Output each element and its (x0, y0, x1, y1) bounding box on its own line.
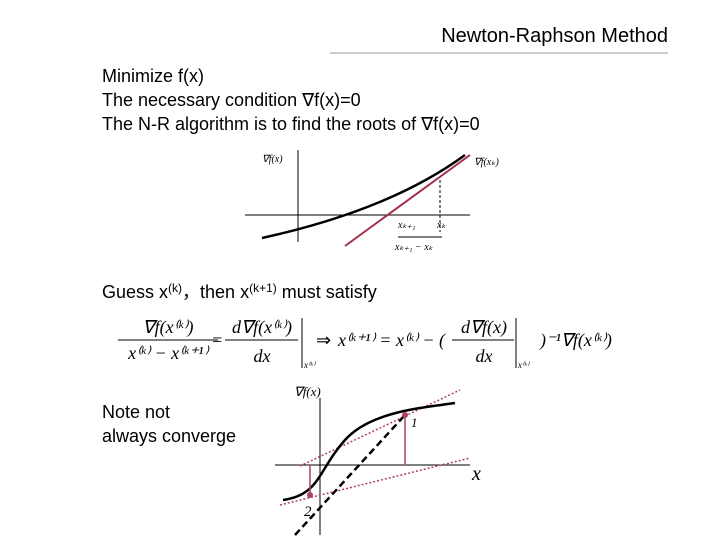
point-label: 1 (411, 415, 418, 430)
point (307, 492, 313, 498)
note: always converge (102, 426, 236, 446)
bullet: Minimize f(x) (102, 66, 204, 86)
diagram-1: ∇f(x) ∇f(xₖ) xₖ₊₁ xₖ xₖ₊₁ − xₖ (245, 150, 499, 253)
tangent (299, 389, 461, 467)
note: Note not (102, 402, 170, 422)
point-label: xₖ (436, 220, 446, 231)
tangent (344, 154, 471, 247)
denominator: dx (254, 346, 271, 366)
point (402, 412, 408, 418)
step-label: xₖ₊₁ − xₖ (394, 242, 434, 253)
update: x⁽ᵏ⁺¹⁾ = x⁽ᵏ⁾ − ( (337, 330, 446, 351)
guess-text: Guess x(k)，then x(k+1) must satisfy (102, 281, 377, 302)
bullet: The N-R algorithm is to find the roots o… (102, 114, 480, 134)
diagram-2: ∇f(x) x 1 2 (275, 384, 481, 536)
text: Guess x (102, 282, 168, 302)
point-label: 2 (304, 504, 312, 520)
equals: = (211, 330, 223, 350)
eval-sub: x⁽ᵏ⁾ (517, 360, 530, 370)
tangent-label: ∇f(xₖ) (474, 157, 499, 168)
numerator: d∇f(x⁽ᵏ⁾) (232, 317, 292, 338)
curve (282, 401, 456, 502)
title: Newton-Raphson Method (441, 25, 668, 47)
denominator: x⁽ᵏ⁾ − x⁽ᵏ⁺¹⁾ (127, 343, 209, 363)
eval-sub: x⁽ᵏ⁾ (303, 360, 316, 370)
axis-label: x (471, 463, 481, 485)
tail: )⁻¹∇f(x⁽ᵏ⁾) (539, 330, 612, 351)
formula: ∇f(x⁽ᵏ⁾) x⁽ᵏ⁾ − x⁽ᵏ⁺¹⁾ = d∇f(x⁽ᵏ⁾) dx x⁽… (118, 317, 612, 370)
secant (294, 414, 406, 536)
text: ，then x (182, 282, 249, 302)
sup: (k+1) (249, 281, 277, 295)
bullet: The necessary condition ∇f(x)=0 (102, 90, 361, 110)
denominator: dx (476, 346, 493, 366)
numerator: d∇f(x) (461, 317, 507, 338)
axis-label: ∇f(x) (294, 384, 321, 399)
axis-label: ∇f(x) (262, 154, 283, 165)
sup: (k) (168, 281, 182, 295)
point-label: xₖ₊₁ (397, 220, 415, 231)
implies: ⇒ (316, 330, 331, 350)
text: must satisfy (277, 282, 377, 302)
curve (261, 153, 466, 240)
numerator: ∇f(x⁽ᵏ⁾) (143, 317, 194, 338)
